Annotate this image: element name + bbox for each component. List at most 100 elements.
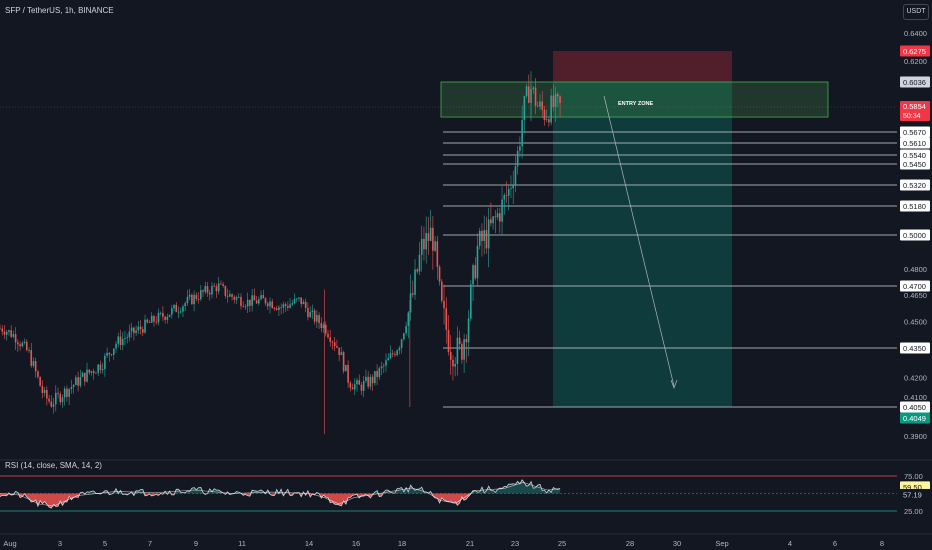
candle-body [168, 314, 171, 317]
candle-body [271, 301, 274, 309]
candle-body [231, 294, 233, 297]
rsi-sma-line [0, 481, 561, 507]
candle-body [282, 304, 285, 308]
candle-body [465, 339, 468, 343]
candle-body [204, 286, 207, 292]
target-price-tag: 0.4049 [903, 414, 926, 423]
candle-body [0, 328, 1, 330]
time-tick: 23 [511, 539, 519, 548]
candle-body [380, 366, 383, 369]
level-price-tag: 0.4050 [903, 403, 926, 412]
candle-body [171, 308, 173, 315]
time-tick: 8 [880, 539, 884, 548]
entry-price-tag: 0.6036 [903, 78, 926, 87]
candle-body [139, 326, 142, 330]
currency-button[interactable]: USDT [903, 4, 929, 20]
rsi-line [0, 479, 561, 509]
candle-body [157, 312, 160, 323]
time-tick: 18 [398, 539, 406, 548]
candle-body [12, 334, 15, 337]
rsi-title[interactable]: RSI (14, close, SMA, 14, 2) [5, 461, 102, 470]
level-price-tag: 0.5320 [903, 181, 926, 190]
candle-body [374, 371, 376, 384]
candle-body [456, 337, 459, 364]
candle-body [106, 352, 108, 356]
candle-body [101, 369, 104, 371]
time-tick: 11 [238, 539, 246, 548]
candle-body [142, 329, 144, 333]
price-tick: 0.4650 [904, 291, 927, 300]
rsi-oversold-fill [0, 493, 561, 509]
candle-body [81, 372, 84, 377]
candle-body [164, 316, 166, 320]
time-tick: 6 [833, 539, 837, 548]
level-price-tag: 0.5540 [903, 151, 926, 160]
candle-body [543, 109, 546, 121]
candle-body [358, 380, 361, 385]
candle-body [186, 296, 189, 304]
take-profit-zone [553, 82, 732, 408]
candle-body [478, 230, 481, 246]
candle-body [59, 394, 62, 403]
candle-body [28, 350, 30, 351]
candle-body [514, 166, 517, 186]
candle-body [266, 303, 269, 307]
candle-body [5, 331, 8, 335]
candle-body [119, 336, 122, 345]
candle-body [309, 311, 311, 318]
candle-body [253, 295, 256, 301]
candle-body [483, 230, 485, 241]
candle-body [356, 380, 358, 385]
entry-zone-box [440, 81, 829, 118]
candle-body [70, 386, 73, 390]
candle-body [110, 354, 113, 356]
candle-body [251, 295, 253, 306]
candle-body [416, 269, 419, 272]
candle-body [403, 333, 405, 340]
candle-body [146, 319, 149, 323]
candle-body [369, 376, 372, 387]
candle-body [273, 308, 276, 309]
candle-body [30, 350, 33, 366]
entry-zone-label: ENTRY ZONE [618, 101, 653, 107]
candle-body [278, 307, 280, 310]
time-tick: Aug [3, 539, 16, 548]
candle-body [99, 364, 102, 371]
candle-body [340, 352, 343, 356]
candle-body [394, 354, 396, 356]
candle-body [398, 347, 401, 351]
price-tick: 0.4500 [904, 317, 927, 326]
candle-body [467, 318, 470, 343]
rsi-value-tag-bg [900, 488, 930, 500]
candle-body [322, 324, 325, 329]
candle-body [19, 344, 21, 347]
candle-body [222, 284, 224, 286]
price-tick: 0.4800 [904, 265, 927, 274]
candle-body [275, 308, 278, 310]
candle-body [492, 216, 494, 224]
candle-body [217, 283, 220, 292]
candle-body [436, 241, 439, 267]
candle-body [50, 401, 53, 407]
candle-body [342, 352, 345, 372]
candle-body [8, 330, 10, 332]
candle-body [39, 376, 41, 387]
time-tick: 14 [305, 539, 313, 548]
candle-body [333, 342, 336, 346]
stop-price-tag: 0.6275 [903, 47, 926, 56]
level-price-tag-bg [900, 179, 930, 191]
candle-body [153, 315, 155, 322]
candle-body [115, 343, 117, 349]
candle-body [54, 392, 57, 405]
candle-body [159, 312, 162, 314]
time-tick: 9 [194, 539, 198, 548]
symbol-title[interactable]: SFP / TetherUS, 1h, BINANCE [5, 6, 114, 15]
candle-body [338, 347, 340, 356]
candle-body [385, 360, 387, 366]
candle-body [92, 371, 95, 374]
candle-body [360, 384, 363, 391]
entry-price-tag-bg [900, 76, 930, 88]
candle-body [510, 188, 512, 189]
candle-body [536, 105, 539, 107]
